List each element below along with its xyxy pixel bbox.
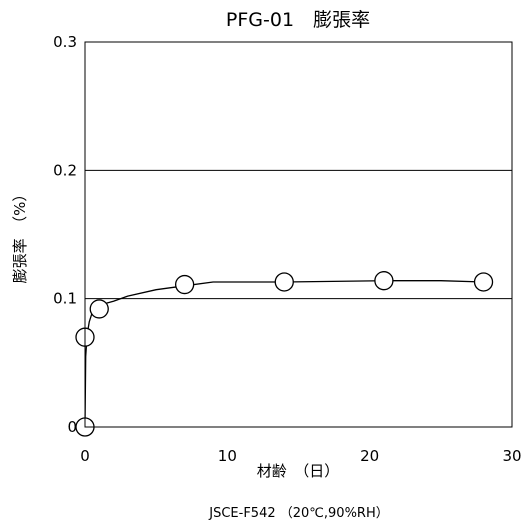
y-tick-label-3: 0.3 (53, 33, 77, 51)
plot-frame (84, 41, 513, 428)
curve-layer (84, 280, 484, 428)
marker-layer (75, 271, 494, 437)
x-tick-label-3: 30 (502, 447, 521, 465)
data-point-0-3 (174, 274, 195, 295)
data-point-0-5 (374, 271, 394, 291)
y-axis-label: 膨張率 （%） (11, 187, 29, 284)
x-tick-label-0: 0 (80, 447, 90, 465)
x-tick-label-1: 10 (218, 447, 237, 465)
chart-title: PFG-01 膨張率 (226, 9, 370, 31)
data-point-0-6 (473, 272, 494, 292)
y-tick-label-1: 0.1 (53, 290, 77, 308)
x-tick-label-2: 20 (360, 447, 379, 465)
data-point-0-4 (274, 272, 294, 292)
grid-layer (85, 169, 512, 300)
test-condition-note: JSCE-F542 （20℃,90%RH） (208, 506, 388, 521)
tick-layer: 0 0.1 0.2 0.3 0 10 20 30 (53, 33, 521, 465)
trend-line (84, 280, 484, 428)
y-tick-label-0: 0 (67, 418, 77, 436)
data-point-0-2 (89, 299, 109, 319)
y-tick-label-2: 0.2 (53, 161, 77, 179)
x-axis-label: 材齢 （日） (257, 462, 340, 480)
